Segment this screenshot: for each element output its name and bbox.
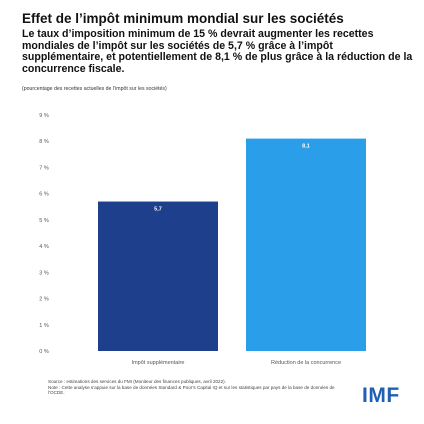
chart-subtitle: Le taux d’imposition minimum de 15 % dev… <box>22 28 413 75</box>
y-tick-label: 1 % <box>39 323 49 329</box>
y-tick-label: 2 % <box>39 297 49 303</box>
y-tick-label: 0 % <box>39 349 49 355</box>
bar <box>246 138 366 351</box>
chart-title: Effet de l’impôt minimum mondial sur les… <box>22 11 344 26</box>
note-text: Note : Cette analyse s’appuie sur la bas… <box>48 384 335 396</box>
unit-note: (pourcentage des recettes actuelles de l… <box>22 86 167 92</box>
source-text: Source : estimations des services du FMI… <box>48 379 226 384</box>
bar-value-label: 8,1 <box>302 144 310 150</box>
y-tick-label: 7 % <box>39 165 49 171</box>
y-axis: 0 % 1 % 2 % 3 % 4 % 5 % 6 % 7 % 8 % 9 % <box>39 113 49 355</box>
imf-logo: IMF <box>362 384 400 407</box>
bar <box>98 201 218 351</box>
y-tick-label: 9 % <box>39 113 49 119</box>
source-notes: Source : estimations des services du FMI… <box>48 379 348 396</box>
y-tick-label: 5 % <box>39 218 49 224</box>
x-category-label: Impôt supplémentaire <box>132 360 185 366</box>
y-tick-label: 6 % <box>39 192 49 198</box>
bars <box>98 138 366 351</box>
y-tick-label: 3 % <box>39 270 49 276</box>
bar-value-label: 5,7 <box>154 207 162 213</box>
y-tick-label: 8 % <box>39 139 49 145</box>
x-category-label: Réduction de la concurrence <box>271 360 341 366</box>
y-tick-label: 4 % <box>39 244 49 250</box>
x-axis: Impôt supplémentaire Réduction de la conc… <box>132 360 341 366</box>
value-labels: 5,7 8,1 <box>154 144 310 213</box>
